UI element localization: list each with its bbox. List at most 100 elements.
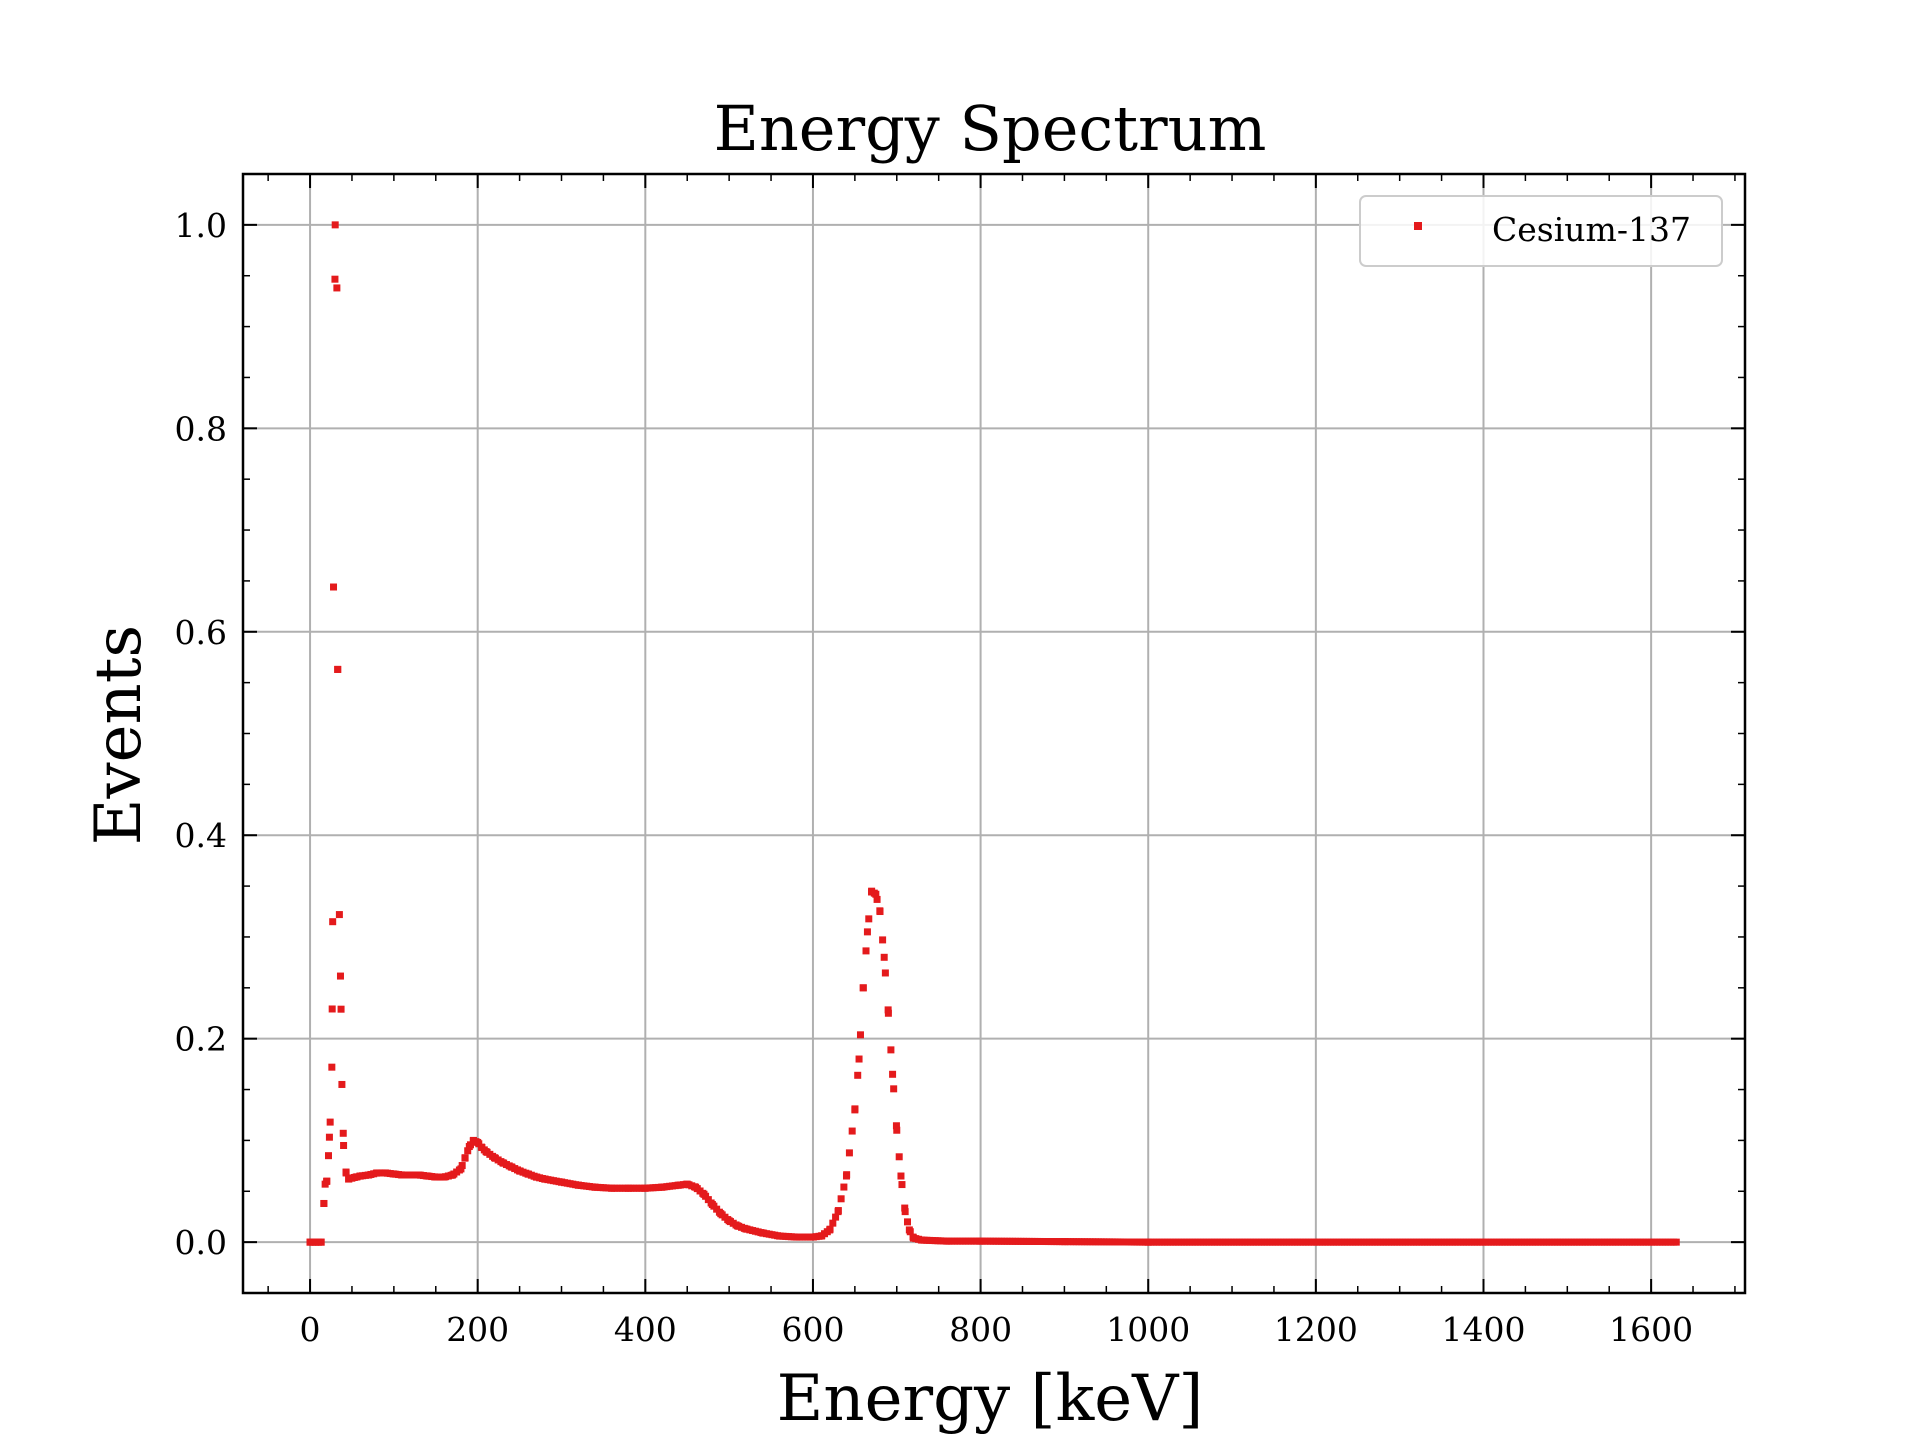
- data-point: [851, 1106, 859, 1114]
- data-point: [339, 1129, 347, 1137]
- x-tick-label: 600: [781, 1310, 844, 1349]
- data-point: [977, 1237, 985, 1245]
- data-point: [465, 1143, 473, 1151]
- data-point: [826, 1226, 834, 1234]
- data-point: [474, 1138, 482, 1146]
- legend: Cesium-137: [1359, 195, 1723, 267]
- data-point: [328, 1063, 336, 1071]
- data-point: [943, 1237, 951, 1245]
- data-point: [415, 1171, 423, 1179]
- data-point: [338, 1080, 346, 1088]
- data-point: [792, 1233, 800, 1241]
- data-point: [842, 1172, 850, 1180]
- data-point: [461, 1154, 469, 1162]
- data-point: [507, 1163, 515, 1171]
- y-tick-label: 0.2: [175, 1020, 227, 1059]
- data-point: [910, 1234, 918, 1242]
- data-point: [478, 1144, 486, 1152]
- data-point: [464, 1147, 472, 1155]
- data-point: [872, 890, 880, 898]
- y-axis-label: Events: [82, 625, 156, 846]
- data-point: [574, 1181, 582, 1189]
- data-point: [876, 908, 884, 916]
- data-point: [457, 1165, 465, 1173]
- data-point: [829, 1219, 837, 1227]
- data-point: [516, 1167, 524, 1175]
- data-point: [432, 1173, 440, 1181]
- x-tick-label: 800: [949, 1310, 1012, 1349]
- data-point: [734, 1222, 742, 1230]
- data-point: [482, 1148, 490, 1156]
- data-point: [879, 936, 887, 944]
- data-point: [398, 1171, 406, 1179]
- data-point: [901, 1208, 909, 1216]
- data-point: [317, 1238, 325, 1246]
- data-point: [608, 1184, 616, 1192]
- x-tick-labels: 0 200 400 600 800 1000 1200 1400 1600: [300, 1310, 1694, 1349]
- x-tick-label: 1600: [1609, 1310, 1693, 1349]
- data-point: [352, 1173, 360, 1181]
- data-point: [440, 1173, 448, 1181]
- data-point: [331, 221, 339, 229]
- data-point: [328, 1005, 336, 1013]
- data-point: [324, 1152, 332, 1160]
- y-tick-labels: 0.0 0.2 0.4 0.6 0.8 1.0: [175, 206, 227, 1262]
- data-point: [775, 1232, 783, 1240]
- x-tick-label: 1200: [1274, 1310, 1358, 1349]
- data-point: [337, 1005, 345, 1013]
- data-point: [845, 1149, 853, 1157]
- data-point: [373, 1169, 381, 1177]
- data-point: [854, 1071, 862, 1079]
- data-point: [356, 1172, 364, 1180]
- data-point: [898, 1181, 906, 1189]
- data-point: [407, 1171, 415, 1179]
- x-tick-label: 1400: [1441, 1310, 1525, 1349]
- data-point: [856, 1031, 864, 1039]
- x-tick-label: 1000: [1106, 1310, 1190, 1349]
- y-tick-label: 0.8: [175, 409, 227, 448]
- data-point: [333, 284, 341, 292]
- data-point: [889, 1070, 897, 1078]
- data-point: [868, 887, 876, 895]
- data-point: [809, 1233, 817, 1241]
- data-point: [859, 984, 867, 992]
- data-point: [348, 1174, 356, 1182]
- data-point: [708, 1200, 716, 1208]
- data-point: [335, 911, 343, 919]
- data-point: [848, 1127, 856, 1135]
- data-point: [865, 915, 873, 923]
- data-point: [862, 947, 870, 955]
- data-point: [532, 1173, 540, 1181]
- data-point: [449, 1171, 457, 1179]
- data-point: [591, 1183, 599, 1191]
- data-point: [340, 1141, 348, 1149]
- data-point: [381, 1169, 389, 1177]
- data-point: [365, 1171, 373, 1179]
- data-point: [873, 895, 881, 903]
- data-point: [834, 1208, 842, 1216]
- data-point: [490, 1154, 498, 1162]
- data-point: [897, 1172, 905, 1180]
- data-point: [499, 1159, 507, 1167]
- data-point: [832, 1213, 840, 1221]
- legend-box: [1359, 195, 1723, 267]
- data-point: [717, 1210, 725, 1218]
- chart-title: Energy Spectrum: [714, 92, 1267, 165]
- data-point: [890, 1085, 898, 1093]
- data-point: [700, 1190, 708, 1198]
- data-point: [1672, 1238, 1680, 1246]
- data-point: [1144, 1238, 1152, 1246]
- x-tick-label: 200: [446, 1310, 509, 1349]
- data-point: [524, 1170, 532, 1178]
- data-point: [817, 1232, 825, 1240]
- data-point: [683, 1180, 691, 1188]
- y-tick-label: 0.4: [175, 816, 227, 855]
- legend-label: Cesium-137: [1492, 210, 1691, 249]
- data-point: [880, 953, 888, 961]
- data-points: [306, 221, 1680, 1246]
- data-point: [884, 1009, 892, 1017]
- data-point: [330, 583, 338, 591]
- data-point: [323, 1177, 331, 1185]
- data-point: [641, 1184, 649, 1192]
- y-tick-label: 1.0: [175, 206, 227, 245]
